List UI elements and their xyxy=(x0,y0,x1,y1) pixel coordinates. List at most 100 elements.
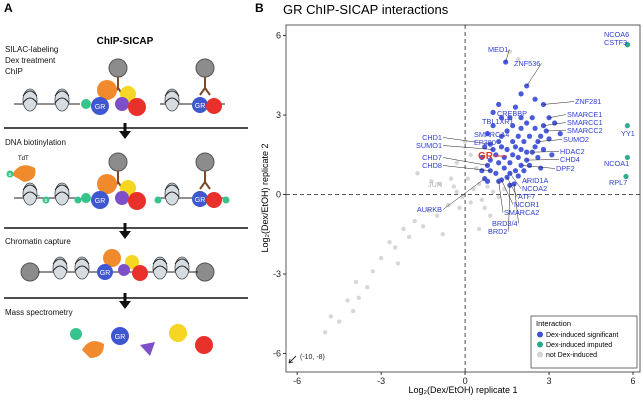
data-point xyxy=(527,163,532,168)
point-label: NCOA1 xyxy=(604,159,629,168)
data-point xyxy=(357,296,361,300)
data-point xyxy=(455,190,459,194)
data-point xyxy=(516,134,521,139)
x-tick-label: -3 xyxy=(377,376,385,386)
data-point xyxy=(371,269,375,273)
data-point xyxy=(407,235,411,239)
data-point xyxy=(479,168,484,173)
data-point xyxy=(396,261,400,265)
data-point xyxy=(460,195,464,199)
data-point xyxy=(323,330,327,334)
protein-label: GR xyxy=(95,104,106,111)
data-point xyxy=(625,123,630,128)
data-point xyxy=(365,285,369,289)
data-point xyxy=(393,245,397,249)
data-point xyxy=(524,150,529,155)
panel-a: A ChIP-SICAP SILAC-labeling Dex treatmen… xyxy=(4,1,248,358)
data-point xyxy=(351,309,355,313)
data-point xyxy=(516,173,521,178)
data-point xyxy=(413,219,417,223)
point-label: YY1 xyxy=(621,129,635,138)
legend-marker xyxy=(537,352,543,358)
data-point xyxy=(421,224,425,228)
complex: GR GR xyxy=(14,59,225,116)
x-tick-label: 6 xyxy=(630,376,635,386)
data-point xyxy=(541,147,546,152)
x-tick-label: 0 xyxy=(463,376,468,386)
point-labels: JUNCHD1SUMO1CHD7CHD8AURKBSMARCA4EP300TBL… xyxy=(416,30,635,236)
data-point xyxy=(496,139,501,144)
point-label: AURKB xyxy=(417,205,442,214)
point-label: BRD2 xyxy=(488,227,507,236)
point-label: SUMO2 xyxy=(563,135,589,144)
x-tick-label: -6 xyxy=(293,376,301,386)
y-tick-label: -3 xyxy=(273,269,281,279)
data-point xyxy=(435,214,439,218)
data-point xyxy=(552,120,557,125)
data-point xyxy=(510,139,515,144)
data-point xyxy=(496,160,501,165)
protein-label: GR xyxy=(195,197,206,204)
legend-title: Interaction xyxy=(536,319,571,328)
step-label: Dex treatment xyxy=(5,56,56,65)
step-label: DNA biotinylation xyxy=(5,138,66,147)
point-label: CSTF3 xyxy=(604,38,627,47)
complex: TdT B B GR GR xyxy=(7,153,230,210)
legend-label: Dex-induced imputed xyxy=(546,342,612,349)
point-label: MED1 xyxy=(488,45,508,54)
data-point xyxy=(521,168,526,173)
offscale-note: (-10, -8) xyxy=(300,354,325,361)
data-point xyxy=(468,200,472,204)
leader-line xyxy=(521,165,555,168)
chart-title: GR ChIP-SICAP interactions xyxy=(283,2,449,17)
protein-label: GR xyxy=(95,198,106,205)
data-point xyxy=(510,152,515,157)
data-point xyxy=(491,190,495,194)
data-point xyxy=(507,160,512,165)
data-point xyxy=(499,144,504,149)
data-point xyxy=(538,165,543,170)
data-point xyxy=(538,134,543,139)
data-point xyxy=(337,319,341,323)
data-point xyxy=(379,256,383,260)
data-point xyxy=(496,102,501,107)
leader-line xyxy=(443,166,490,171)
data-point xyxy=(471,187,475,191)
leader-line xyxy=(443,179,485,210)
data-point xyxy=(474,166,478,170)
data-point xyxy=(482,206,486,210)
data-point xyxy=(488,214,492,218)
point-label: JUN xyxy=(428,180,442,189)
data-point xyxy=(490,110,495,115)
point-label: SMARCC2 xyxy=(567,126,603,135)
data-point xyxy=(387,240,391,244)
data-point xyxy=(535,155,540,160)
data-point xyxy=(485,184,489,188)
data-point xyxy=(449,176,453,180)
y-tick-label: 0 xyxy=(276,190,281,200)
point-label: DPF2 xyxy=(556,164,575,173)
data-point xyxy=(493,152,498,157)
legend-label: not Dex-induced xyxy=(546,352,597,359)
data-point xyxy=(549,152,554,157)
highlight-label: GR xyxy=(478,151,494,162)
point-label: TBL1XR1 xyxy=(482,117,514,126)
data-point xyxy=(518,91,523,96)
data-point xyxy=(455,161,459,165)
data-point xyxy=(521,139,526,144)
y-axis-label: Log₂(Dex/EtOH) replicate 2 xyxy=(260,143,270,252)
x-axis-label: Log₂(Dex/EtOH) replicate 1 xyxy=(408,385,517,395)
step-label: Mass spectrometry xyxy=(5,308,73,317)
panel-letter: A xyxy=(4,1,13,15)
data-point xyxy=(530,115,535,120)
protein-label: GR xyxy=(195,103,206,110)
data-point xyxy=(457,206,461,210)
point-label: EP300 xyxy=(474,138,496,147)
data-point xyxy=(468,153,472,157)
data-point xyxy=(485,179,490,184)
step-label: Chromatin capture xyxy=(5,237,71,246)
data-point xyxy=(516,155,521,160)
panel-b: B GR ChIP-SICAP interactions Log₂(Dex/Et… xyxy=(255,1,640,395)
y-tick-label: -6 xyxy=(273,348,281,358)
